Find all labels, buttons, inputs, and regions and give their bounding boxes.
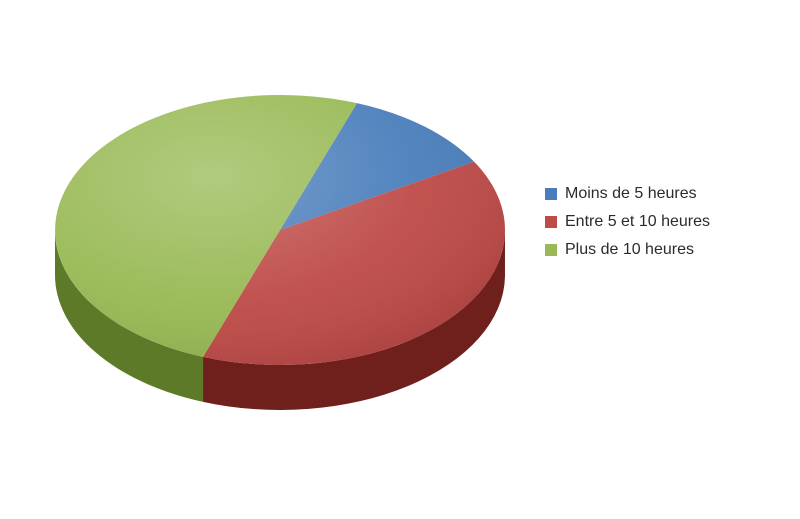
legend-label-5to10: Entre 5 et 10 heures — [565, 213, 710, 231]
legend-swatch-gt10 — [545, 244, 557, 256]
legend-item-5to10: Entre 5 et 10 heures — [545, 213, 785, 231]
legend-label-lt5: Moins de 5 heures — [565, 185, 697, 203]
legend-swatch-5to10 — [545, 216, 557, 228]
chart-container: Moins de 5 heures Entre 5 et 10 heures P… — [0, 0, 800, 519]
legend-item-gt10: Plus de 10 heures — [545, 241, 785, 259]
legend-label-gt10: Plus de 10 heures — [565, 241, 694, 259]
legend-item-lt5: Moins de 5 heures — [545, 185, 785, 203]
legend-swatch-lt5 — [545, 188, 557, 200]
legend: Moins de 5 heures Entre 5 et 10 heures P… — [545, 185, 785, 269]
pie-svg — [0, 0, 540, 519]
pie-chart — [0, 0, 540, 519]
